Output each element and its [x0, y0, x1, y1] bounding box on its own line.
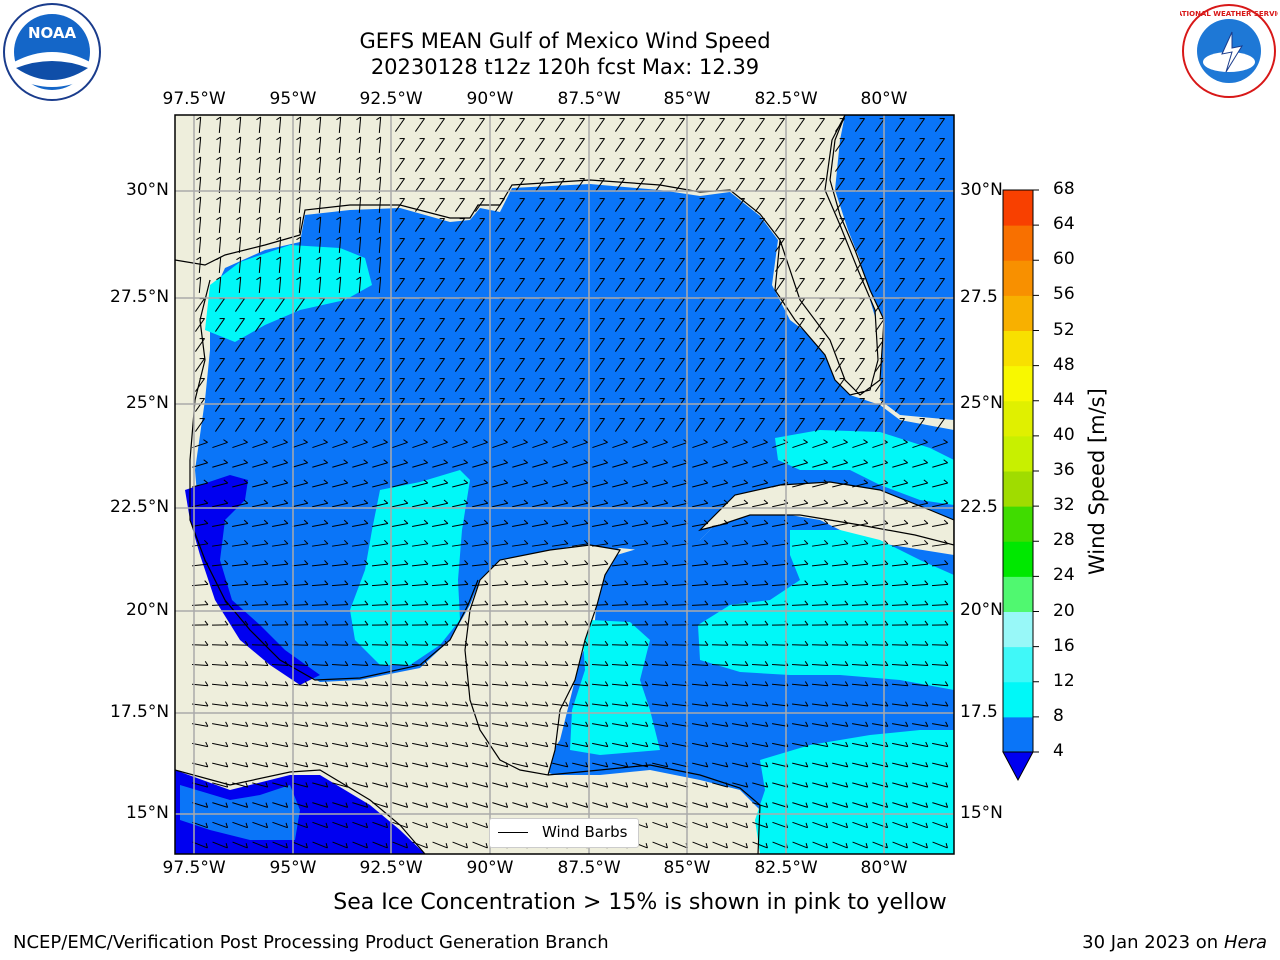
colorbar-band — [1003, 435, 1033, 472]
colorbar-band — [1003, 646, 1033, 683]
lon-label-top: 92.5°W — [359, 89, 423, 109]
colorbar-tick-label: 28 — [1053, 530, 1075, 551]
colorbar-tick-label: 48 — [1053, 354, 1075, 375]
colorbar-tick-label: 32 — [1053, 495, 1075, 516]
colorbar-tick-label: 56 — [1053, 284, 1075, 305]
colorbar-title: Wind Speed [m/s] — [1085, 388, 1109, 575]
footer-branch: NCEP/EMC/Verification Post Processing Pr… — [13, 932, 609, 953]
colorbar-tick-label: 52 — [1053, 319, 1075, 340]
colorbar-band — [1003, 576, 1033, 612]
colorbar-tick-label: 12 — [1053, 670, 1075, 691]
colorbar-band — [1003, 400, 1033, 437]
colorbar-band — [1003, 541, 1033, 577]
nws-logo-text: NATIONAL WEATHER SERVICE — [1180, 10, 1278, 18]
lat-label-left: 20°N — [126, 600, 169, 620]
lon-label-top: 90°W — [466, 89, 514, 109]
lon-label-bottom: 95°W — [269, 858, 317, 878]
colorbar-band — [1003, 260, 1033, 296]
lat-label-left: 22.5°N — [110, 497, 170, 517]
lon-label-bottom: 85°W — [663, 858, 711, 878]
noaa-logo-text: NOAA — [28, 24, 77, 42]
lat-label-right: 22.5 — [960, 497, 998, 517]
lat-label-left: 25°N — [126, 393, 169, 413]
nws-logo: NATIONAL WEATHER SERVICE — [1171, 2, 1280, 104]
colorbar-band — [1003, 716, 1033, 753]
lon-label-top: 80°W — [860, 89, 908, 109]
lat-label-right: 15°N — [960, 803, 1003, 823]
lon-label-top: 87.5°W — [557, 89, 621, 109]
colorbar-tick-label: 8 — [1053, 705, 1064, 726]
colorbar-tick-label: 16 — [1053, 635, 1075, 656]
colorbar-band — [1003, 225, 1033, 261]
colorbar-band — [1003, 471, 1033, 507]
colorbar-tick-label: 64 — [1053, 214, 1075, 235]
colorbar-band — [1003, 295, 1033, 331]
lat-label-left: 15°N — [126, 803, 169, 823]
lon-label-top: 85°W — [663, 89, 711, 109]
lat-label-left: 30°N — [126, 180, 169, 200]
colorbar-band — [1003, 506, 1033, 542]
footer-date: 30 Jan 2023 on Hera — [1082, 932, 1267, 953]
lon-label-bottom: 80°W — [860, 858, 908, 878]
lon-label-bottom: 97.5°W — [162, 858, 226, 878]
lat-label-right: 20°N — [960, 600, 1003, 620]
colorbar-tick-label: 4 — [1053, 741, 1064, 761]
sea-ice-note: Sea Ice Concentration > 15% is shown in … — [333, 890, 947, 915]
lat-label-right: 27.5 — [960, 287, 998, 307]
lat-label-right: 25°N — [960, 393, 1003, 413]
lon-label-bottom: 87.5°W — [557, 858, 621, 878]
lon-label-bottom: 82.5°W — [754, 858, 818, 878]
footer-host: Hera — [1223, 932, 1267, 953]
footer-date-text: 30 Jan 2023 on — [1082, 932, 1219, 953]
legend-label: Wind Barbs — [542, 823, 628, 841]
noaa-logo: NOAA — [2, 2, 102, 106]
colorbar — [1002, 189, 1039, 782]
colorbar-band — [1003, 365, 1033, 402]
map-title-line1: GEFS MEAN Gulf of Mexico Wind Speed — [359, 29, 771, 53]
wind-barbs-legend: Wind Barbs — [489, 818, 639, 848]
colorbar-band — [1003, 330, 1033, 367]
lon-label-top: 82.5°W — [754, 89, 818, 109]
lat-label-right: 17.5 — [960, 702, 998, 722]
colorbar-tick-label: 40 — [1053, 424, 1075, 445]
colorbar-tick-label: 60 — [1053, 249, 1075, 270]
map-title-line2: 20230128 t12z 120h fcst Max: 12.39 — [370, 55, 760, 79]
colorbar-tick-label: 20 — [1053, 600, 1075, 621]
colorbar-tick-label: 24 — [1053, 565, 1075, 586]
lon-label-bottom: 92.5°W — [359, 858, 423, 878]
colorbar-extend-arrow — [1002, 751, 1034, 782]
lon-label-top: 97.5°W — [162, 89, 226, 109]
lat-label-right: 30°N — [960, 180, 1003, 200]
colorbar-band — [1003, 611, 1033, 648]
colorbar-tick-label: 36 — [1053, 460, 1075, 480]
colorbar-tick-label: 68 — [1053, 179, 1075, 199]
colorbar-band — [1003, 681, 1033, 718]
colorbar-band — [1003, 190, 1033, 226]
colorbar-tick-label: 44 — [1053, 389, 1075, 410]
lat-label-left: 27.5°N — [110, 287, 170, 307]
lon-label-top: 95°W — [269, 89, 317, 109]
legend-line-sample — [498, 832, 528, 833]
lon-label-bottom: 90°W — [466, 858, 514, 878]
lat-label-left: 17.5°N — [110, 702, 170, 722]
